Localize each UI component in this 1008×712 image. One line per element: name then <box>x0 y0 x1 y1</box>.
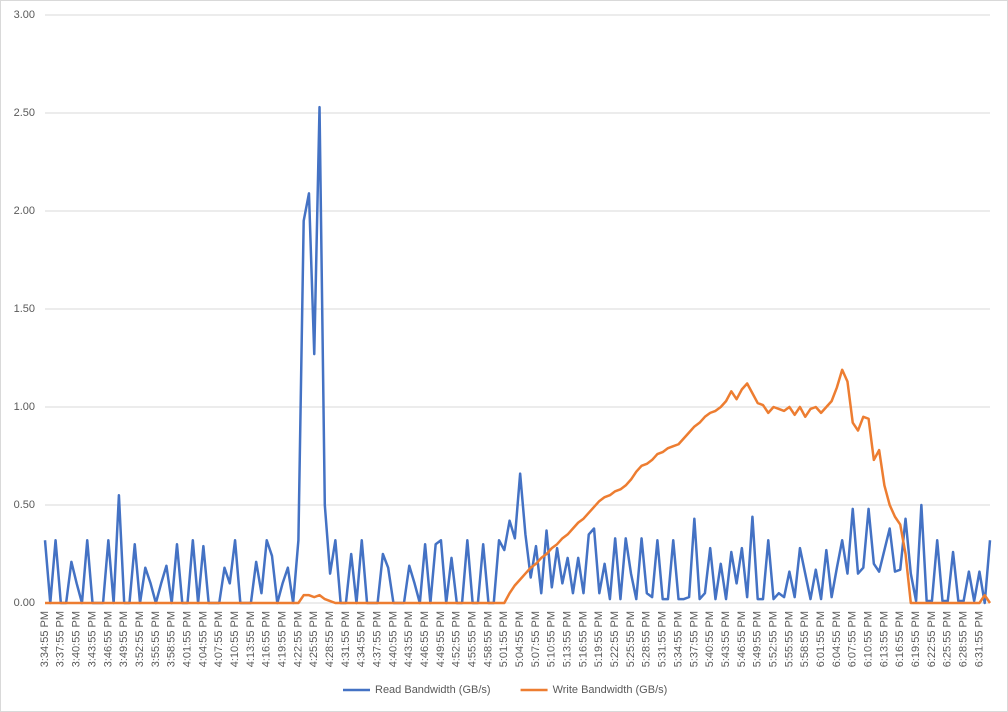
x-tick-label: 5:22:55 PM <box>609 611 621 667</box>
y-tick-label: 0.50 <box>14 499 35 511</box>
x-tick-label: 4:10:55 PM <box>229 611 241 667</box>
y-tick-label: 1.50 <box>14 303 35 315</box>
legend-label: Write Bandwidth (GB/s) <box>553 684 668 696</box>
x-tick-label: 3:58:55 PM <box>166 611 178 667</box>
x-tick-label: 4:04:55 PM <box>197 611 209 667</box>
x-tick-label: 4:31:55 PM <box>340 611 352 667</box>
x-tick-label: 5:31:55 PM <box>657 611 669 667</box>
x-tick-label: 3:46:55 PM <box>102 611 114 667</box>
y-tick-label: 0.00 <box>14 597 35 609</box>
x-tick-label: 5:40:55 PM <box>704 611 716 667</box>
x-tick-label: 4:43:55 PM <box>403 611 415 667</box>
x-tick-label: 6:28:55 PM <box>958 611 970 667</box>
x-tick-label: 4:49:55 PM <box>435 611 447 667</box>
x-tick-label: 4:34:55 PM <box>356 611 368 667</box>
x-tick-label: 6:10:55 PM <box>862 611 874 667</box>
x-tick-label: 3:37:55 PM <box>55 611 67 667</box>
x-tick-label: 4:07:55 PM <box>213 611 225 667</box>
x-tick-label: 3:43:55 PM <box>86 611 98 667</box>
data-line <box>43 105 992 605</box>
x-tick-label: 4:52:55 PM <box>451 611 463 667</box>
y-tick-label: 2.00 <box>14 205 35 217</box>
x-tick-label: 3:40:55 PM <box>71 611 83 667</box>
x-tick-label: 5:13:55 PM <box>562 611 574 667</box>
x-tick-label: 4:40:55 PM <box>387 611 399 667</box>
x-tick-label: 5:04:55 PM <box>514 611 526 667</box>
x-tick-label: 3:34:55 PM <box>39 611 51 667</box>
x-tick-label: 6:13:55 PM <box>878 611 890 667</box>
x-tick-label: 5:46:55 PM <box>736 611 748 667</box>
x-tick-label: 6:31:55 PM <box>973 611 985 667</box>
x-tick-label: 5:49:55 PM <box>752 611 764 667</box>
x-tick-label: 5:52:55 PM <box>767 611 779 667</box>
x-tick-label: 5:07:55 PM <box>530 611 542 667</box>
x-tick-label: 4:25:55 PM <box>308 611 320 667</box>
x-tick-label: 6:19:55 PM <box>910 611 922 667</box>
x-tick-label: 4:13:55 PM <box>245 611 257 667</box>
x-tick-label: 4:28:55 PM <box>324 611 336 667</box>
x-tick-label: 6:22:55 PM <box>926 611 938 667</box>
x-tick-label: 5:34:55 PM <box>672 611 684 667</box>
x-tick-label: 5:25:55 PM <box>625 611 637 667</box>
legend-label: Read Bandwidth (GB/s) <box>375 684 491 696</box>
x-tick-label: 5:16:55 PM <box>577 611 589 667</box>
x-tick-label: 4:55:55 PM <box>467 611 479 667</box>
y-tick-label: 2.50 <box>14 107 35 119</box>
x-tick-label: 4:16:55 PM <box>261 611 273 667</box>
x-tick-label: 6:04:55 PM <box>831 611 843 667</box>
x-tick-label: 5:19:55 PM <box>593 611 605 667</box>
x-tick-label: 5:58:55 PM <box>799 611 811 667</box>
x-tick-label: 5:55:55 PM <box>783 611 795 667</box>
x-tick-label: 4:22:55 PM <box>292 611 304 667</box>
x-tick-label: 4:19:55 PM <box>276 611 288 667</box>
x-tick-label: 4:46:55 PM <box>419 611 431 667</box>
x-tick-label: 5:28:55 PM <box>641 611 653 667</box>
x-tick-label: 5:37:55 PM <box>688 611 700 667</box>
y-tick-label: 1.00 <box>14 401 35 413</box>
x-tick-label: 3:52:55 PM <box>134 611 146 667</box>
x-tick-label: 6:16:55 PM <box>894 611 906 667</box>
x-tick-label: 5:43:55 PM <box>720 611 732 667</box>
x-tick-label: 6:25:55 PM <box>942 611 954 667</box>
x-tick-label: 4:58:55 PM <box>482 611 494 667</box>
x-tick-label: 5:01:55 PM <box>498 611 510 667</box>
x-tick-label: 5:10:55 PM <box>546 611 558 667</box>
x-tick-label: 3:55:55 PM <box>150 611 162 667</box>
data-line <box>45 368 992 605</box>
x-tick-label: 6:07:55 PM <box>847 611 859 667</box>
x-tick-label: 3:49:55 PM <box>118 611 130 667</box>
x-tick-label: 4:37:55 PM <box>372 611 384 667</box>
y-tick-label: 3.00 <box>14 9 35 21</box>
x-tick-label: 4:01:55 PM <box>181 611 193 667</box>
x-tick-label: 6:01:55 PM <box>815 611 827 667</box>
